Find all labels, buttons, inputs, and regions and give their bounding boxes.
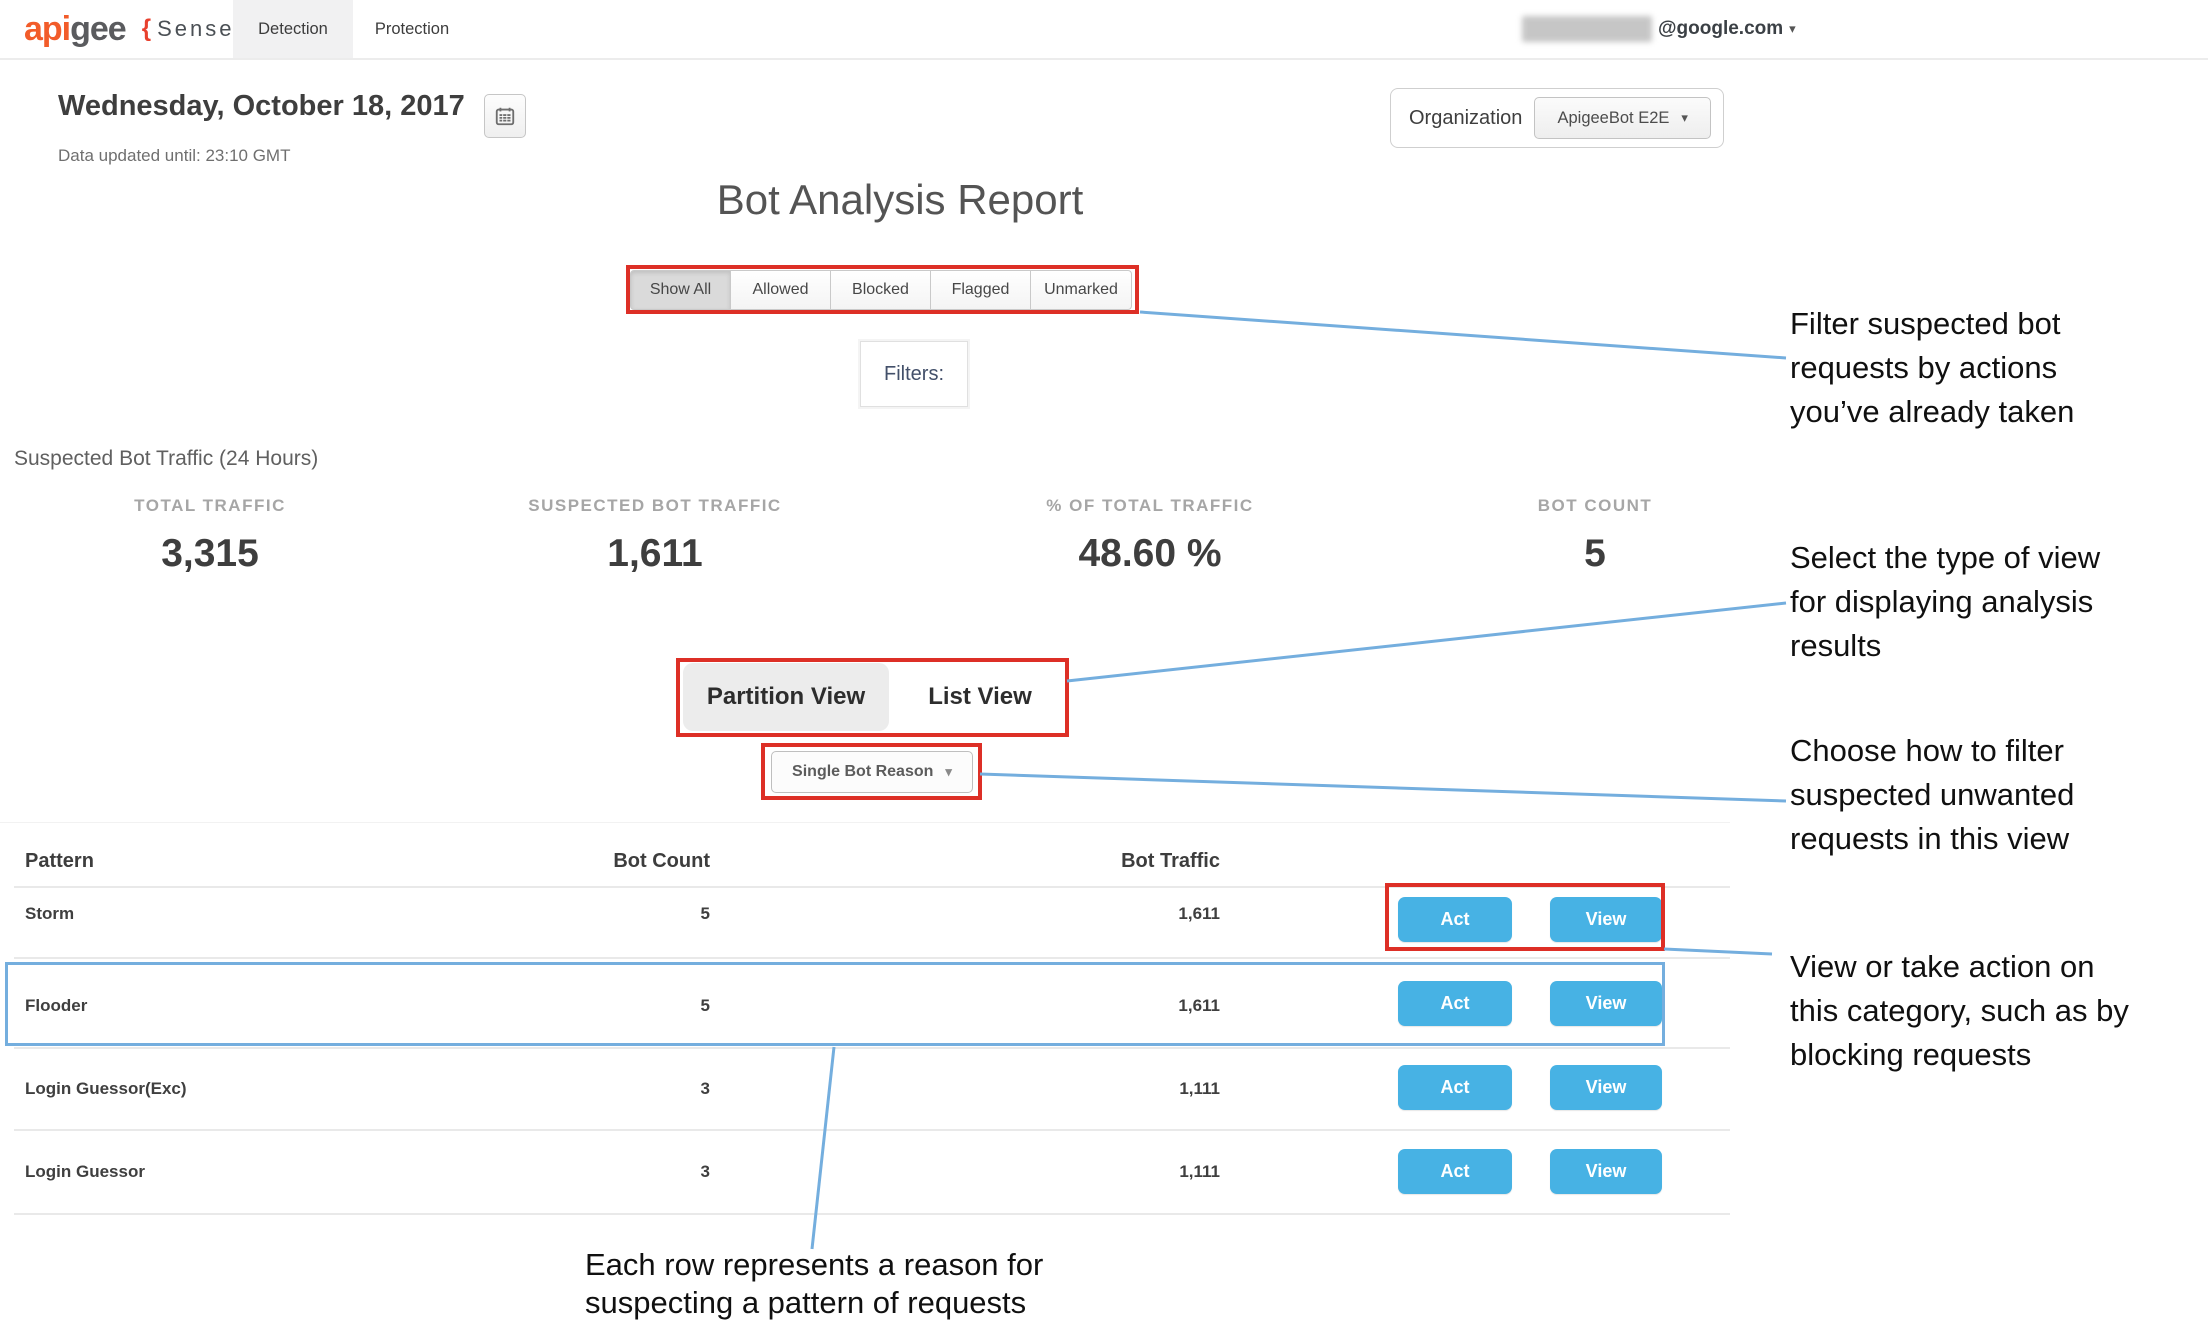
organization-value: ApigeeBot E2E <box>1557 108 1670 127</box>
column-header-bot-traffic: Bot Traffic <box>1121 850 1220 872</box>
act-button[interactable]: Act <box>1398 1149 1512 1194</box>
bot-count-cell: 3 <box>700 1162 710 1181</box>
bot-traffic-cell: 1,611 <box>1178 996 1220 1015</box>
act-button[interactable]: Act <box>1398 1065 1512 1110</box>
bot-traffic-cell: 1,111 <box>1179 1162 1220 1181</box>
bot-count-cell: 5 <box>700 996 710 1015</box>
partition-view-tab[interactable]: Partition View <box>683 663 889 731</box>
stat-bot-count: BOT COUNT 5 <box>1410 496 1780 576</box>
table-divider <box>14 1047 1730 1049</box>
stat-label: % OF TOTAL TRAFFIC <box>1046 496 1254 515</box>
table-divider <box>14 1129 1730 1131</box>
bot-count-cell: 3 <box>700 1079 710 1098</box>
tab-detection[interactable]: Detection <box>233 0 353 58</box>
user-email-redacted <box>1522 16 1652 42</box>
bot-traffic-cell: 1,611 <box>1178 904 1220 923</box>
pattern-cell: Storm <box>25 904 75 923</box>
user-menu[interactable]: @google.com ▾ <box>1522 0 1796 58</box>
column-header-pattern: Pattern <box>25 850 94 872</box>
stat-value: 1,611 <box>607 532 703 575</box>
traffic-stats: TOTAL TRAFFIC 3,315 SUSPECTED BOT TRAFFI… <box>0 496 1780 576</box>
note-table-rows: Each row represents a reason for suspect… <box>585 1247 1044 1320</box>
act-button[interactable]: Act <box>1398 897 1512 942</box>
brace-open: { <box>141 15 152 42</box>
pattern-cell: Login Guessor(Exc) <box>25 1079 187 1098</box>
bot-reason-value: Single Bot Reason <box>792 763 934 780</box>
stat-value: 5 <box>1584 532 1606 575</box>
logo-api: api <box>24 9 71 48</box>
caret-down-icon: ▾ <box>945 764 952 779</box>
pattern-cell: Login Guessor <box>25 1162 145 1181</box>
logo-sense: Sense <box>157 16 235 41</box>
stat-label: TOTAL TRAFFIC <box>134 496 286 515</box>
stat-percent-of-total: % OF TOTAL TRAFFIC 48.60 % <box>890 496 1410 576</box>
page-title: Bot Analysis Report <box>716 176 1084 223</box>
filter-flagged-button[interactable]: Flagged <box>930 270 1031 310</box>
filter-allowed-button[interactable]: Allowed <box>730 270 831 310</box>
stat-value: 48.60 % <box>1078 532 1222 575</box>
connector-line-reason-dropdown <box>979 772 1787 803</box>
view-button[interactable]: View <box>1550 1149 1662 1194</box>
stat-total-traffic: TOTAL TRAFFIC 3,315 <box>0 496 420 576</box>
filter-blocked-button[interactable]: Blocked <box>830 270 931 310</box>
table-divider <box>14 886 1730 888</box>
connector-line-view-toggle <box>1066 601 1787 683</box>
tab-detection-label: Detection <box>258 19 328 38</box>
table-divider <box>14 957 1730 959</box>
note-filter-tabs: Filter suspected bot requests by actions… <box>1790 306 2075 429</box>
calendar-icon <box>495 107 515 126</box>
caret-down-icon: ▾ <box>1681 110 1688 125</box>
act-button[interactable]: Act <box>1398 981 1512 1026</box>
section-title: Suspected Bot Traffic (24 Hours) <box>14 447 319 470</box>
bot-reason-dropdown[interactable]: Single Bot Reason ▾ <box>771 751 973 793</box>
organization-dropdown[interactable]: ApigeeBot E2E ▾ <box>1534 97 1711 139</box>
note-row-actions: View or take action on this category, su… <box>1790 949 2129 1072</box>
connector-line-row-actions <box>1663 947 1773 956</box>
bot-count-cell: 5 <box>700 904 710 923</box>
note-reason-dropdown: Choose how to filter suspected unwanted … <box>1790 733 2075 856</box>
filter-unmarked-button[interactable]: Unmarked <box>1030 270 1132 310</box>
bot-traffic-cell: 1,111 <box>1179 1079 1220 1098</box>
view-button[interactable]: View <box>1550 981 1662 1026</box>
action-filter-group: Show All Allowed Blocked Flagged Unmarke… <box>630 270 1132 310</box>
stat-suspected-bot-traffic: SUSPECTED BOT TRAFFIC 1,611 <box>420 496 890 576</box>
pattern-cell: Flooder <box>25 996 88 1015</box>
note-view-toggle: Select the type of view for displaying a… <box>1790 540 2101 663</box>
organization-label: Organization <box>1409 106 1523 129</box>
stat-label: SUSPECTED BOT TRAFFIC <box>528 496 782 515</box>
user-email: @google.com <box>1658 18 1784 39</box>
connector-line-table-row <box>810 1046 836 1250</box>
report-date: Wednesday, October 18, 2017 <box>58 90 465 122</box>
table-divider <box>14 1213 1730 1215</box>
tab-protection[interactable]: Protection <box>353 0 471 58</box>
section-divider <box>0 822 1730 823</box>
caret-down-icon: ▾ <box>1789 21 1796 36</box>
stat-value: 3,315 <box>161 532 259 575</box>
list-view-tab[interactable]: List View <box>928 683 1032 710</box>
stat-label: BOT COUNT <box>1537 496 1653 515</box>
view-button[interactable]: View <box>1550 1065 1662 1110</box>
connector-line-filter-tabs <box>1139 310 1787 360</box>
filters-box: Filters: <box>860 341 968 407</box>
logo-gee: gee <box>70 9 127 48</box>
column-header-bot-count: Bot Count <box>613 850 710 872</box>
tab-protection-label: Protection <box>374 19 450 38</box>
organization-panel: Organization ApigeeBot E2E ▾ <box>1390 88 1724 148</box>
calendar-button[interactable] <box>484 94 526 138</box>
view-button[interactable]: View <box>1550 897 1662 942</box>
data-updated-text: Data updated until: 23:10 GMT <box>58 146 291 165</box>
filter-show-all-button[interactable]: Show All <box>630 270 731 310</box>
